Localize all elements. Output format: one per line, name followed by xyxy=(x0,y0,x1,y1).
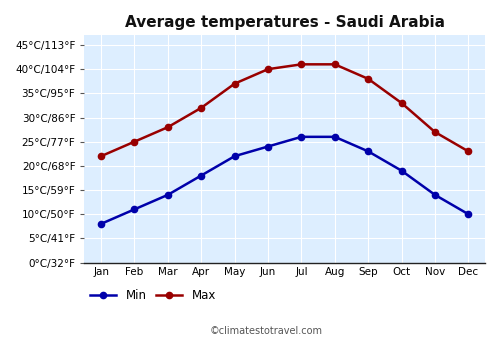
Legend: Min, Max: Min, Max xyxy=(90,289,216,302)
Title: Average temperatures - Saudi Arabia: Average temperatures - Saudi Arabia xyxy=(124,15,444,30)
Text: ©climatestotravel.com: ©climatestotravel.com xyxy=(210,326,323,336)
